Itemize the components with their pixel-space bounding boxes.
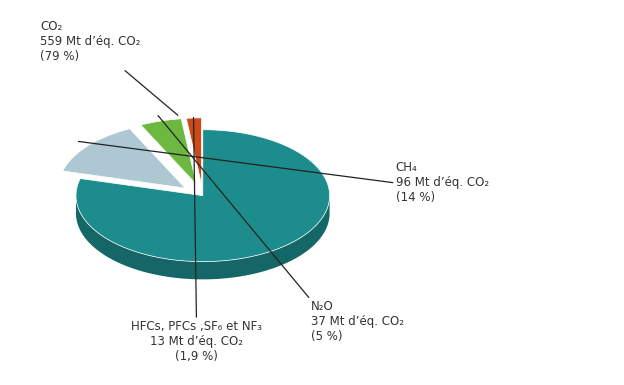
- Polygon shape: [76, 130, 329, 262]
- Polygon shape: [187, 118, 202, 184]
- Polygon shape: [76, 195, 329, 280]
- Polygon shape: [141, 119, 197, 184]
- Text: HFCs, PFCs ,SF₆ et NF₃
13 Mt d’éq. CO₂
(1,9 %): HFCs, PFCs ,SF₆ et NF₃ 13 Mt d’éq. CO₂ (…: [131, 320, 262, 363]
- Text: CH₄
96 Mt d’éq. CO₂
(14 %): CH₄ 96 Mt d’éq. CO₂ (14 %): [396, 161, 489, 204]
- Text: N₂O
37 Mt d’éq. CO₂
(5 %): N₂O 37 Mt d’éq. CO₂ (5 %): [311, 300, 404, 343]
- Polygon shape: [63, 129, 185, 188]
- Text: CO₂
559 Mt d’éq. CO₂
(79 %): CO₂ 559 Mt d’éq. CO₂ (79 %): [41, 20, 141, 62]
